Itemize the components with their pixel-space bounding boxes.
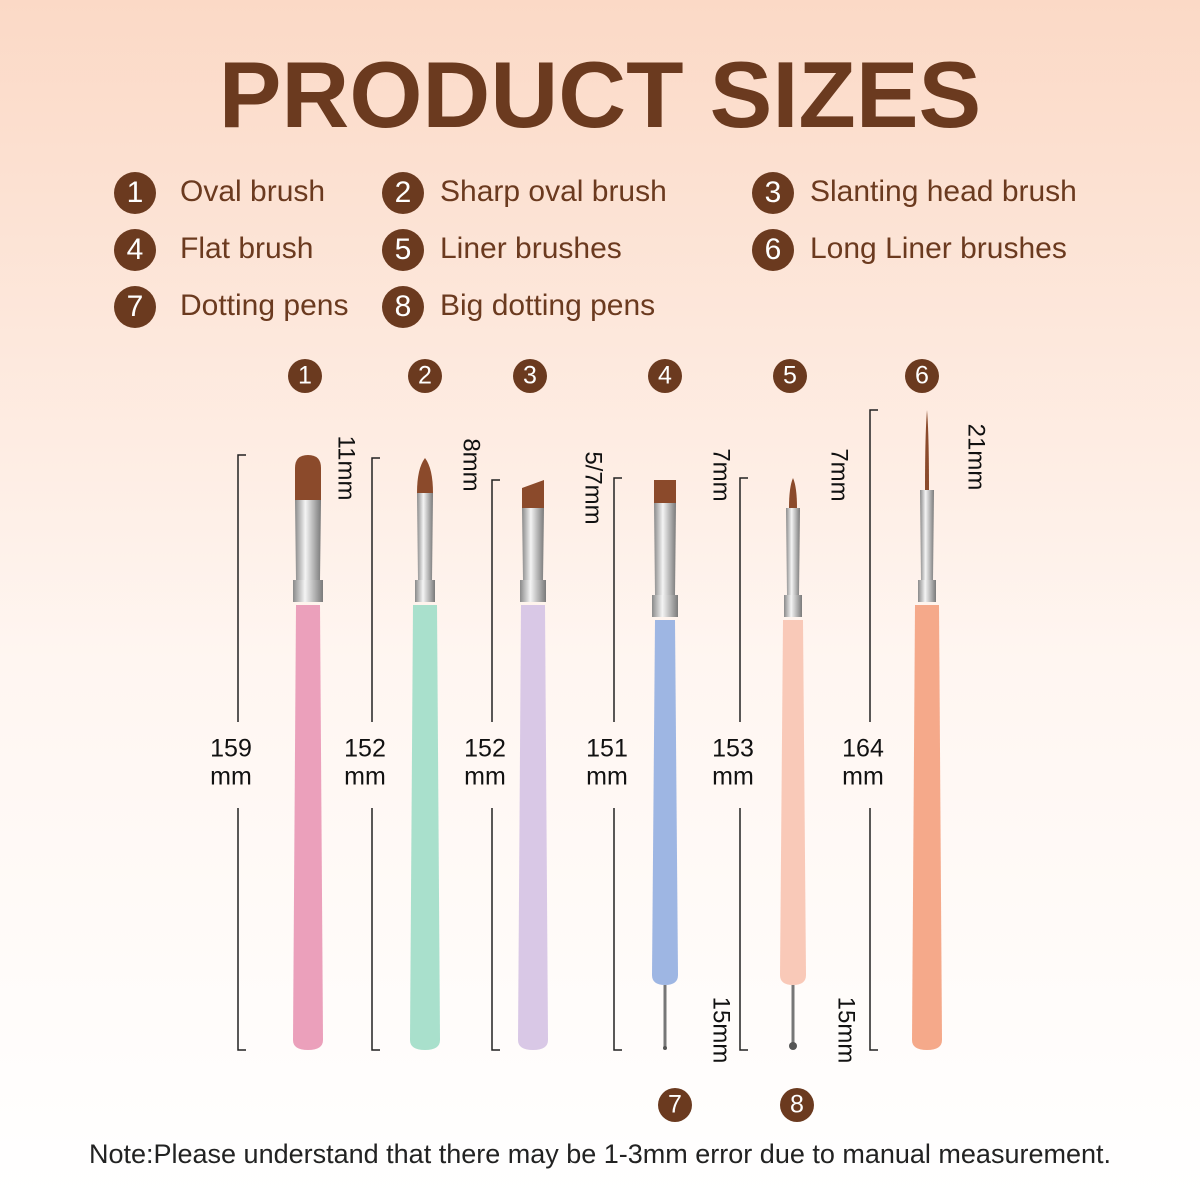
badge [658, 1088, 692, 1122]
handle [652, 620, 678, 985]
brush-tip [522, 480, 544, 508]
badge [114, 229, 156, 271]
ferrule-ring [520, 580, 546, 602]
badge [382, 229, 424, 271]
legend-label: Liner brushes [440, 232, 622, 265]
length-unit: mm [712, 763, 754, 791]
legend-label: Long Liner brushes [810, 232, 1067, 265]
ferrule [417, 493, 433, 580]
title: PRODUCT SIZES [219, 42, 982, 147]
brush-tip [417, 458, 433, 493]
badge-number: 7 [127, 290, 144, 323]
length-value: 152 [464, 735, 506, 763]
dotting-size: 15mm [708, 997, 735, 1064]
length-unit: mm [586, 763, 628, 791]
tip-size: 8mm [458, 438, 485, 491]
legend-label: Big dotting pens [440, 289, 655, 322]
tip-size: 7mm [826, 448, 853, 501]
badge-number: 3 [765, 176, 782, 209]
handle [780, 620, 806, 985]
ferrule [920, 490, 934, 580]
dimension-bracket [739, 477, 748, 1051]
badge-number: 4 [127, 233, 144, 266]
ferrule-ring [415, 580, 435, 602]
legend-label: Slanting head brush [810, 175, 1077, 208]
badge [382, 172, 424, 214]
length-value: 152 [344, 735, 386, 763]
ferrule [522, 508, 544, 580]
handle [912, 605, 942, 1050]
length-value: 164 [842, 735, 884, 763]
dimension-bracket [491, 479, 500, 1051]
handle [410, 605, 440, 1050]
badge-number: 8 [395, 290, 412, 323]
dimension-bracket [869, 409, 878, 1051]
length-unit: mm [464, 763, 506, 791]
brush-tip [654, 480, 676, 503]
handle [293, 605, 323, 1050]
badge-number: 8 [790, 1091, 804, 1119]
length-value: 159 [210, 735, 252, 763]
badge-number: 4 [658, 362, 672, 390]
dotting-ball [663, 1046, 667, 1050]
badge [382, 286, 424, 328]
ferrule-ring [918, 580, 936, 602]
badge [905, 359, 939, 393]
badge-number: 1 [127, 176, 144, 209]
badge [752, 172, 794, 214]
badge [648, 359, 682, 393]
badge [773, 359, 807, 393]
tip-size: 5/7mm [580, 451, 607, 524]
badge [288, 359, 322, 393]
ferrule-ring [293, 580, 323, 602]
legend-label: Flat brush [180, 232, 313, 265]
badge-number: 7 [668, 1091, 682, 1119]
badge [780, 1088, 814, 1122]
badge-number: 3 [523, 362, 537, 390]
note: Note:Please understand that there may be… [89, 1139, 1111, 1169]
length-unit: mm [842, 763, 884, 791]
dotting-size: 15mm [833, 997, 860, 1064]
dimension-bracket [237, 454, 246, 1051]
legend-label: Sharp oval brush [440, 175, 667, 208]
length-value: 151 [586, 735, 628, 763]
length-unit: mm [344, 763, 386, 791]
brush-tip [295, 455, 321, 500]
legend-label: Oval brush [180, 175, 325, 208]
ferrule-ring [784, 595, 802, 617]
badge [408, 359, 442, 393]
badge-number: 5 [395, 233, 412, 266]
badge-number: 1 [298, 362, 312, 390]
badge [114, 172, 156, 214]
badge-number: 6 [915, 362, 929, 390]
badge [114, 286, 156, 328]
badge-number: 6 [765, 233, 782, 266]
dimension-bracket [371, 457, 380, 1051]
handle [518, 605, 548, 1050]
ferrule [786, 508, 800, 595]
length-unit: mm [210, 763, 252, 791]
badge-number: 5 [783, 362, 797, 390]
tip-size: 7mm [708, 448, 735, 501]
badge [513, 359, 547, 393]
ferrule-ring [652, 595, 678, 617]
badge-number: 2 [395, 176, 412, 209]
ferrule [295, 500, 321, 580]
badge-number: 2 [418, 362, 432, 390]
tip-size: 21mm [963, 424, 990, 491]
brush-tip [925, 410, 929, 490]
tip-size: 11mm [333, 436, 360, 501]
badge [752, 229, 794, 271]
dotting-ball [789, 1042, 797, 1050]
ferrule [654, 503, 676, 595]
brush-tip [789, 478, 797, 508]
length-value: 153 [712, 735, 754, 763]
dimension-bracket [613, 477, 622, 1051]
legend-label: Dotting pens [180, 289, 348, 322]
